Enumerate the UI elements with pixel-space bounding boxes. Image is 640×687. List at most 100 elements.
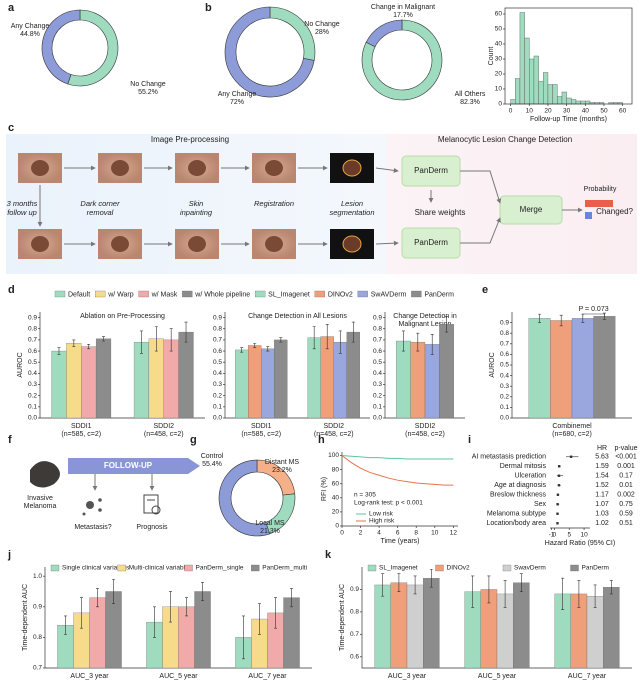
error-bar <box>416 332 420 352</box>
bar <box>410 341 426 419</box>
legend-swatch <box>314 290 325 298</box>
legend-label: DINOv2 <box>447 565 471 572</box>
error-bar <box>429 568 433 588</box>
row-label: Location/body area <box>486 520 546 527</box>
output-label: Metastasis? <box>74 524 111 531</box>
hr-point <box>556 512 559 515</box>
hist-bar <box>575 100 581 105</box>
bar <box>603 587 620 669</box>
lesion <box>188 160 206 176</box>
step-label: Lesion <box>341 199 363 208</box>
error-bar <box>381 573 385 597</box>
x-tick-label: 0 <box>340 530 344 537</box>
x-tick-label: AUC_5 year <box>478 673 517 680</box>
x-tick-note: (n=585, c=2) <box>61 431 101 438</box>
error-bar <box>559 314 563 327</box>
slice-value: 55.4% <box>202 461 222 468</box>
input-label: Invasive <box>27 495 53 502</box>
legend-label: PanDerm <box>424 291 454 298</box>
hr-value: 1.02 <box>595 520 609 527</box>
hist-bar <box>524 37 530 105</box>
slice-label: All Others <box>455 91 486 98</box>
y-tick-label: 0.2 <box>213 392 222 399</box>
y-tick-label: 0.9 <box>28 314 37 321</box>
legend-label: SL_Imagenet <box>268 291 310 298</box>
step-label: removal <box>87 208 114 217</box>
hist-bar <box>566 97 572 105</box>
legend-swatch <box>50 564 60 572</box>
bar <box>424 344 440 419</box>
column-header: HR <box>597 445 607 452</box>
hr-value: 1.03 <box>595 511 609 518</box>
y-tick-label: 0 <box>498 101 502 108</box>
slice-label: No Change <box>304 21 340 28</box>
arrow <box>375 240 399 246</box>
legend-label: Multi-clinical variables <box>129 565 193 572</box>
p-value: 0.51 <box>619 520 633 527</box>
row-label: Sex <box>534 501 547 508</box>
y-tick-label: 0.9 <box>500 319 509 326</box>
y-tick-label: 0.1 <box>373 404 382 411</box>
error-bar <box>241 615 245 660</box>
error-bar <box>72 339 76 347</box>
legend-label: w/ Mask <box>151 291 178 298</box>
x-tick-label: AUC_7 year <box>248 673 287 680</box>
hr-value: 1.59 <box>595 463 609 470</box>
merge-label: Merge <box>520 205 543 214</box>
x-tick-label: 10 <box>526 108 534 115</box>
legend-label: High risk <box>369 518 395 525</box>
lesion <box>111 160 129 176</box>
x-tick-label: AUC_5 year <box>159 673 198 680</box>
hist-bar <box>510 99 516 105</box>
share-label: Share weights <box>415 208 466 217</box>
y-tick-label: 0.8 <box>373 325 382 332</box>
y-tick-label: 0.3 <box>213 381 222 388</box>
step-label: 3 months <box>7 199 38 208</box>
hist-bar <box>561 91 567 105</box>
bar <box>513 582 530 669</box>
legend-label: w/ Warp <box>107 291 134 298</box>
prob-label: Probability <box>584 186 617 193</box>
error-bar <box>96 588 100 608</box>
y-tick-label: 0.8 <box>213 325 222 332</box>
bar <box>163 339 179 419</box>
input-label: Melanoma <box>24 503 57 510</box>
hist-bar <box>552 84 558 105</box>
legend-swatch <box>502 564 512 572</box>
y-tick-label: 0.5 <box>28 359 37 366</box>
slice-value: 17.7% <box>393 12 413 19</box>
bar <box>423 578 440 669</box>
bar <box>390 582 408 669</box>
y-tick-label: 0.0 <box>28 415 37 422</box>
x-tick-label: 5 <box>567 532 571 539</box>
panel-label: j <box>7 549 11 561</box>
error-bar <box>279 337 283 343</box>
error-bar <box>312 326 316 350</box>
legend-label: w/ Whole pipeline <box>194 291 250 298</box>
error-bar <box>577 580 581 608</box>
error-bar <box>487 575 491 604</box>
bar <box>274 339 288 419</box>
x-tick-label: SDDI1 <box>71 423 92 430</box>
chart-title: Malignant Lesion <box>399 321 452 328</box>
y-tick-label: 0.6 <box>373 348 382 355</box>
model-label: PanDerm <box>414 166 448 175</box>
bar <box>66 343 82 419</box>
hist-bar <box>519 12 525 105</box>
y-tick-label: 0.7 <box>33 665 42 672</box>
y-axis-label: Count <box>488 47 495 66</box>
error-bar <box>201 582 205 601</box>
x-tick-label: 8 <box>414 530 418 537</box>
slice-value: 82.3% <box>460 99 480 106</box>
y-tick-label: 0.9 <box>350 586 359 593</box>
pie-slice <box>269 6 316 61</box>
bar <box>593 316 616 419</box>
error-bar <box>102 336 106 342</box>
panel-label: e <box>482 284 488 296</box>
bar <box>81 346 97 419</box>
slice-value: 23.2% <box>272 467 292 474</box>
lesion <box>342 159 362 177</box>
bar <box>95 338 112 419</box>
y-tick-label: 0.3 <box>28 381 37 388</box>
legend-swatch <box>367 564 377 572</box>
